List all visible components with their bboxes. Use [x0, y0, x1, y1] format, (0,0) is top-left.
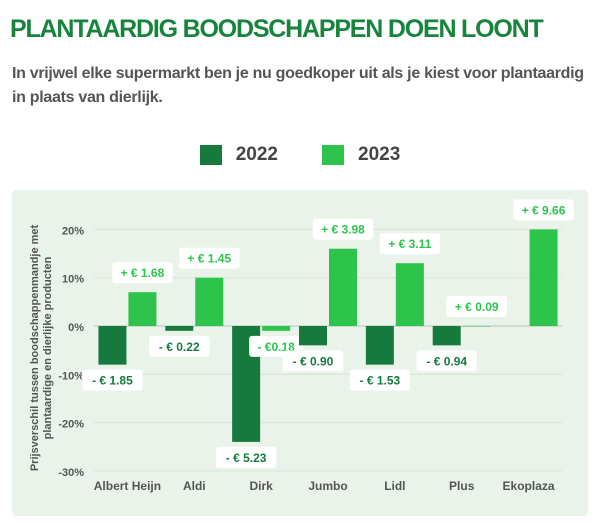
data-label-bg: [82, 369, 143, 391]
y-axis-label-line: plantaardige en dierlijke producten: [42, 256, 54, 439]
bar-2023: [262, 326, 291, 331]
data-label: + € 1.68: [121, 266, 165, 280]
data-label-bg: [312, 218, 374, 240]
bar-2022: [98, 326, 127, 365]
data-label-bg: [379, 233, 441, 255]
x-tick-label: Ekoplaza: [503, 479, 555, 493]
data-label-bg: [416, 350, 477, 372]
y-tick-label: 0%: [68, 322, 84, 334]
page-title: PLANTAARDIG BOODSCHAPPEN DOEN LOONT: [10, 15, 544, 43]
data-label: + € 9.66: [522, 203, 566, 217]
data-label: + € 0.09: [455, 300, 499, 314]
data-label: - € 1.85: [92, 374, 133, 388]
bar-2023: [195, 277, 224, 326]
data-label-bg: [446, 296, 507, 317]
bar-2022: [165, 326, 194, 331]
legend-item-2023: 2023: [322, 144, 400, 166]
data-label-bg: [112, 262, 173, 284]
data-label: - € 0.94: [426, 354, 467, 368]
data-label-bg: [179, 247, 240, 269]
data-label-bg: [349, 369, 411, 391]
x-tick-label: Lidl: [384, 479, 405, 493]
data-label-bg: [215, 446, 277, 468]
subtitle: In vrijwel elke supermarkt ben je nu goe…: [12, 65, 584, 106]
y-tick-label: 20%: [62, 225, 84, 237]
x-tick-label: Plus: [449, 479, 475, 493]
data-label-bg: [149, 335, 210, 357]
bar-2023: [395, 263, 424, 326]
data-label: - € 0.90: [293, 354, 334, 368]
chart-legend: 2022 2023: [0, 144, 600, 166]
data-label: + € 1.45: [187, 252, 231, 266]
x-tick-label: Jumbo: [308, 479, 347, 493]
data-label: + € 3.11: [388, 237, 431, 251]
data-label: + € 3.98: [321, 223, 365, 237]
x-tick-label: Aldi: [183, 479, 206, 493]
legend-swatch-2023: [322, 145, 344, 165]
legend-label: 2022: [235, 144, 278, 165]
legend-label: 2023: [358, 144, 401, 165]
y-tick-label: -10%: [58, 370, 84, 382]
data-label-bg: [513, 199, 574, 221]
y-axis-label: Prijsverschil tussen boodschappenmandje …: [29, 224, 54, 471]
bar-2023: [462, 326, 491, 327]
legend-item-2022: 2022: [199, 144, 278, 166]
y-tick-label: -20%: [58, 419, 84, 431]
bar-2023: [529, 229, 558, 326]
data-label: - € 5.23: [226, 451, 267, 465]
y-tick-label: -30%: [58, 467, 84, 479]
y-axis-label-line: Prijsverschil tussen boodschappenmandje …: [29, 224, 41, 471]
bar-2023: [329, 248, 357, 326]
data-label: - € 0.22: [159, 340, 200, 354]
bar-2022: [432, 326, 461, 346]
y-tick-label: 10%: [62, 274, 84, 286]
x-tick-label: Dirk: [249, 479, 273, 493]
data-label-bg: [282, 350, 344, 372]
bar-2022: [299, 326, 327, 346]
legend-swatch-2022: [199, 145, 222, 165]
x-tick-label: Albert Heijn: [94, 479, 161, 493]
data-label: - € 1.53: [360, 374, 401, 388]
bar-2023: [128, 292, 157, 326]
bar-2022: [365, 326, 394, 365]
